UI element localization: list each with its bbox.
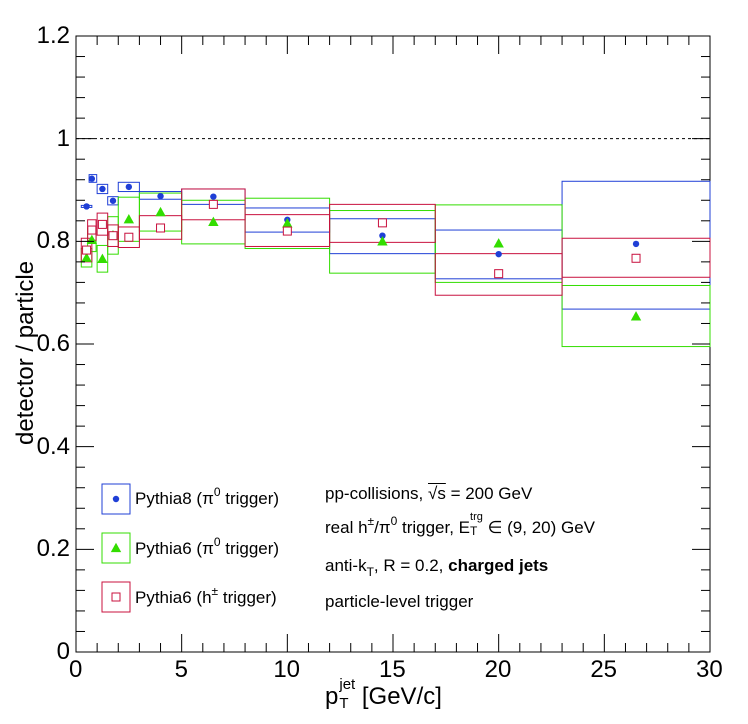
- x-axis-title-main: p: [325, 683, 339, 710]
- marker-s0-p6: [210, 193, 217, 200]
- marker-s0-p1: [88, 175, 96, 182]
- legend-box-0: [101, 483, 131, 515]
- marker-s2-p2: [97, 219, 107, 229]
- marker-s1-p10: [630, 311, 642, 321]
- y-tick-label: 1: [56, 124, 70, 152]
- x-axis-title-sup: jet: [339, 676, 356, 693]
- x-axis-title-sub: T: [339, 695, 349, 712]
- marker-s2-p4: [124, 232, 134, 242]
- marker-s0-p0: [83, 203, 90, 210]
- annotation-collisions: pp-collisions, √s = 200 GeV: [325, 484, 533, 503]
- x-axis-title-unit: [GeV/c]: [355, 683, 442, 710]
- sys-box-s0-p2: [96, 183, 109, 195]
- marker-s2-p3: [108, 231, 118, 241]
- x-tick-label: 20: [484, 656, 512, 683]
- marker-s2-p0: [82, 245, 92, 255]
- x-axis-title: p jet T [GeV/c]: [325, 677, 442, 713]
- marker-s1-p8: [377, 236, 388, 246]
- marker-s2-p10: [631, 253, 641, 263]
- legend-box-1: [101, 532, 131, 564]
- legend-box-2: [101, 581, 131, 613]
- marker-s1-p1: [86, 234, 98, 244]
- marker-s0-p9: [495, 250, 502, 258]
- x-tick-label: 30: [696, 656, 723, 683]
- y-tick-label: 0.8: [36, 227, 70, 255]
- marker-s1-p4: [123, 214, 135, 224]
- marker-s2-p6: [208, 199, 218, 209]
- marker-s0-p4: [125, 183, 133, 191]
- x-tick-label: 10: [273, 656, 301, 683]
- sys-box-s0-p4: [117, 181, 140, 193]
- legend-label-pythia6-pi0: Pythia6 (π0 trigger): [135, 535, 280, 558]
- legend-label-pythia8-pi0: Pythia8 (π0 trigger): [135, 485, 280, 508]
- sys-box-s1-p2: [96, 244, 109, 273]
- legend-marker-2: [111, 592, 121, 602]
- x-tick-label: 15: [379, 656, 406, 683]
- marker-s2-p8: [377, 218, 387, 228]
- marker-s2-p9: [494, 269, 504, 279]
- legend-marker-0: [112, 495, 120, 503]
- marker-s1-p7: [282, 218, 293, 228]
- marker-s0-p5: [157, 192, 164, 200]
- sys-box-s2-p2: [96, 212, 109, 236]
- legend-marker-1: [110, 542, 122, 553]
- sys-box-s1-p10: [561, 284, 711, 348]
- y-tick-label: 0.6: [36, 330, 70, 357]
- y-axis-title: detector / particle: [12, 260, 39, 445]
- y-tick-label: 0.2: [36, 535, 70, 563]
- marker-s0-p8: [379, 232, 386, 239]
- marker-s2-p7: [282, 226, 292, 236]
- annotation-jets: anti-kT, R = 0.2, charged jets: [325, 556, 549, 579]
- legend-label-pythia6-hpm: Pythia6 (h± trigger): [135, 584, 277, 607]
- marker-s2-p1: [87, 225, 97, 235]
- marker-s1-p6: [208, 216, 219, 226]
- x-tick-label: 25: [590, 656, 618, 683]
- marker-s0-p2: [99, 185, 106, 193]
- y-tick-label: 0.4: [36, 432, 70, 460]
- y-tick-label: 0: [56, 638, 70, 665]
- marker-s0-p10: [632, 240, 640, 248]
- marker-s1-p9: [493, 238, 504, 248]
- x-tick-label: 0: [69, 656, 83, 683]
- marker-s0-p3: [109, 197, 117, 204]
- marker-s1-p5: [155, 206, 166, 217]
- annotation-particle-level: particle-level trigger: [325, 592, 474, 611]
- sys-box-s2-p10: [561, 237, 711, 278]
- marker-s1-p0: [81, 252, 92, 262]
- x-tick-label: 5: [174, 656, 189, 683]
- y-tick-label: 1.2: [36, 22, 70, 49]
- marker-s2-p5: [156, 223, 166, 233]
- marker-s1-p2: [97, 253, 108, 263]
